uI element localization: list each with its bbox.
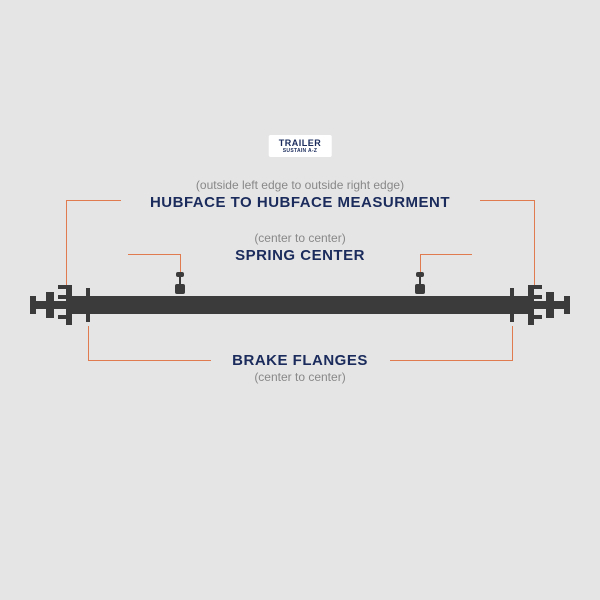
bracket-brake-right (390, 326, 513, 361)
lug (58, 295, 66, 299)
logo-sub: SUSTAIN A-Z (279, 148, 322, 154)
bracket-spring-left-v (180, 254, 181, 272)
bracket-spring-right-h (420, 254, 472, 273)
bracket-hubface-right (480, 200, 535, 285)
bracket-spring-right-v (420, 254, 421, 272)
brand-logo: TRAILER SUSTAIN A-Z (269, 135, 332, 157)
hubface-title: HUBFACE TO HUBFACE MEASURMENT (150, 194, 450, 211)
lug (534, 305, 542, 309)
lug (58, 285, 66, 289)
nut-right (546, 292, 554, 318)
spring-seat-right (415, 284, 425, 294)
endnut-left (30, 296, 36, 314)
spring-seat-left (175, 284, 185, 294)
brake-title: BRAKE FLANGES (232, 352, 368, 369)
lug (58, 315, 66, 319)
brake-subtitle: (center to center) (254, 370, 345, 384)
endnut-right (564, 296, 570, 314)
lug (58, 305, 66, 309)
bracket-brake-left (88, 326, 211, 361)
spring-title: SPRING CENTER (235, 247, 365, 264)
lug (534, 295, 542, 299)
axle-bar (72, 296, 528, 314)
nut-left (46, 292, 54, 318)
hubface-subtitle: (outside left edge to outside right edge… (196, 178, 404, 192)
spring-stem-left (179, 276, 181, 284)
bracket-spring-left-h (128, 254, 180, 273)
logo-main: TRAILER (279, 138, 322, 148)
lug (534, 285, 542, 289)
spring-subtitle: (center to center) (254, 231, 345, 245)
bracket-hubface-left (66, 200, 121, 285)
lug (534, 315, 542, 319)
spring-stem-right (419, 276, 421, 284)
